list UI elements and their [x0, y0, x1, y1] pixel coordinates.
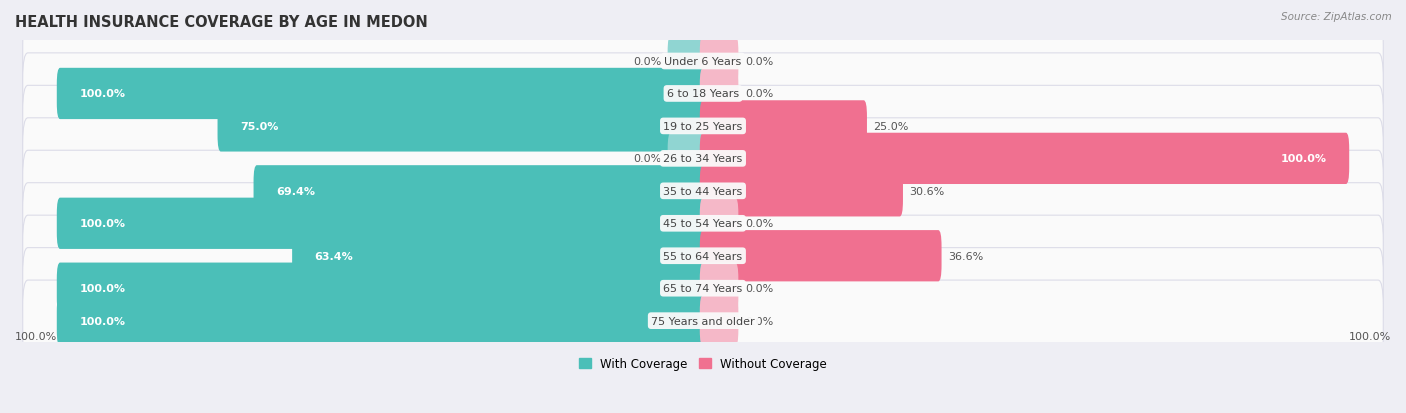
Text: HEALTH INSURANCE COVERAGE BY AGE IN MEDON: HEALTH INSURANCE COVERAGE BY AGE IN MEDO… — [15, 15, 427, 30]
Text: 100.0%: 100.0% — [1281, 154, 1327, 164]
Text: 100.0%: 100.0% — [79, 316, 125, 326]
Text: Under 6 Years: Under 6 Years — [665, 57, 741, 67]
Text: 75 Years and older: 75 Years and older — [651, 316, 755, 326]
Text: 63.4%: 63.4% — [315, 251, 353, 261]
FancyBboxPatch shape — [22, 119, 1384, 199]
Text: 0.0%: 0.0% — [633, 57, 661, 67]
Text: 45 to 54 Years: 45 to 54 Years — [664, 219, 742, 229]
Text: 0.0%: 0.0% — [745, 57, 773, 67]
FancyBboxPatch shape — [22, 86, 1384, 167]
FancyBboxPatch shape — [668, 133, 706, 185]
FancyBboxPatch shape — [700, 295, 738, 347]
FancyBboxPatch shape — [700, 36, 738, 88]
FancyBboxPatch shape — [292, 230, 706, 282]
Text: 6 to 18 Years: 6 to 18 Years — [666, 89, 740, 99]
Text: 55 to 64 Years: 55 to 64 Years — [664, 251, 742, 261]
Text: 100.0%: 100.0% — [79, 283, 125, 294]
FancyBboxPatch shape — [700, 69, 738, 120]
FancyBboxPatch shape — [700, 133, 1350, 185]
FancyBboxPatch shape — [56, 198, 706, 249]
Text: 19 to 25 Years: 19 to 25 Years — [664, 121, 742, 132]
FancyBboxPatch shape — [56, 69, 706, 120]
FancyBboxPatch shape — [700, 101, 868, 152]
Text: 65 to 74 Years: 65 to 74 Years — [664, 283, 742, 294]
Text: 26 to 34 Years: 26 to 34 Years — [664, 154, 742, 164]
FancyBboxPatch shape — [253, 166, 706, 217]
Text: 0.0%: 0.0% — [745, 89, 773, 99]
Text: 100.0%: 100.0% — [15, 331, 58, 341]
FancyBboxPatch shape — [56, 263, 706, 314]
Text: 30.6%: 30.6% — [910, 186, 945, 196]
FancyBboxPatch shape — [22, 280, 1384, 361]
FancyBboxPatch shape — [700, 230, 942, 282]
Text: 75.0%: 75.0% — [240, 121, 278, 132]
Text: 100.0%: 100.0% — [79, 89, 125, 99]
FancyBboxPatch shape — [668, 36, 706, 88]
FancyBboxPatch shape — [22, 21, 1384, 102]
Text: 25.0%: 25.0% — [873, 121, 908, 132]
FancyBboxPatch shape — [700, 166, 903, 217]
Text: 0.0%: 0.0% — [745, 219, 773, 229]
FancyBboxPatch shape — [218, 101, 706, 152]
Text: Source: ZipAtlas.com: Source: ZipAtlas.com — [1281, 12, 1392, 22]
FancyBboxPatch shape — [700, 263, 738, 314]
FancyBboxPatch shape — [22, 54, 1384, 135]
FancyBboxPatch shape — [700, 198, 738, 249]
FancyBboxPatch shape — [22, 183, 1384, 264]
FancyBboxPatch shape — [22, 151, 1384, 232]
Text: 100.0%: 100.0% — [79, 219, 125, 229]
Text: 0.0%: 0.0% — [745, 283, 773, 294]
Text: 100.0%: 100.0% — [1348, 331, 1391, 341]
Text: 35 to 44 Years: 35 to 44 Years — [664, 186, 742, 196]
Text: 0.0%: 0.0% — [633, 154, 661, 164]
Text: 69.4%: 69.4% — [276, 186, 315, 196]
Text: 36.6%: 36.6% — [948, 251, 983, 261]
FancyBboxPatch shape — [22, 248, 1384, 329]
FancyBboxPatch shape — [56, 295, 706, 347]
Text: 0.0%: 0.0% — [745, 316, 773, 326]
Legend: With Coverage, Without Coverage: With Coverage, Without Coverage — [574, 353, 832, 375]
FancyBboxPatch shape — [22, 216, 1384, 297]
